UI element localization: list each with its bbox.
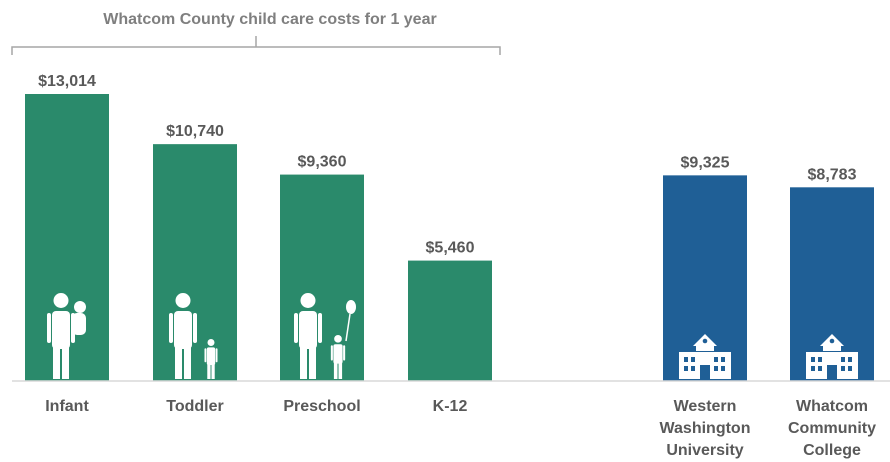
group-bracket: Whatcom County child care costs for 1 ye… — [11, 11, 501, 55]
school-building-icon — [806, 334, 858, 379]
bar — [280, 174, 364, 381]
category-labels: Infant Toddler Preschool K-12 Western Washing… — [45, 398, 876, 459]
adult-with-toddler-icon — [169, 293, 218, 379]
data-label: $9,325 — [681, 154, 730, 171]
category-label: University — [666, 442, 743, 459]
adult-with-child-balloon-icon — [294, 293, 356, 379]
category-label: Community — [788, 420, 876, 437]
bracket-label: Whatcom County child care costs for 1 ye… — [103, 11, 436, 28]
bar — [408, 260, 492, 381]
data-label: $8,783 — [808, 166, 857, 183]
category-label: Toddler — [166, 398, 223, 415]
category-label: Infant — [45, 398, 89, 415]
category-label: Washington — [660, 420, 751, 437]
bracket-line — [11, 36, 501, 55]
category-label: Western — [674, 398, 737, 415]
school-building-icon — [679, 334, 731, 379]
category-label: Preschool — [283, 398, 360, 415]
category-label: College — [803, 442, 861, 459]
data-label: $10,740 — [166, 123, 224, 140]
bars: $13,014 $10,740 $9,360 $5,460 $9,325 $8,783 — [25, 73, 874, 381]
category-label: K-12 — [433, 398, 468, 415]
adult-carrying-baby-icon — [47, 293, 86, 379]
bar — [153, 144, 237, 381]
data-label: $9,360 — [298, 154, 347, 171]
bar — [790, 187, 874, 381]
data-label: $13,014 — [38, 73, 96, 90]
data-label: $5,460 — [426, 240, 475, 257]
category-label: Whatcom — [796, 398, 868, 415]
